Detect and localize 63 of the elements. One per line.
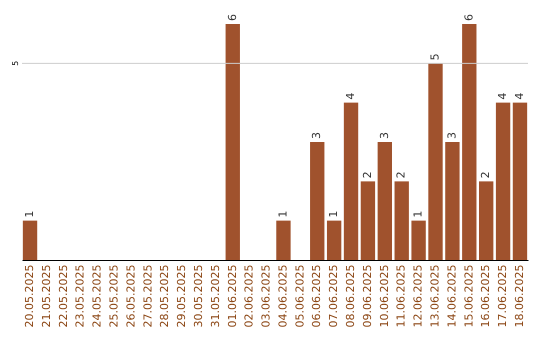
x-tick-label: 10.06.2025 — [378, 264, 391, 328]
x-tick-label: 12.06.2025 — [412, 264, 425, 328]
bar — [378, 142, 392, 260]
bar — [428, 63, 443, 260]
data-label: 1 — [23, 210, 36, 218]
x-tick-label: 05.06.2025 — [293, 264, 306, 328]
x-tick-label: 08.06.2025 — [344, 264, 358, 328]
bar — [310, 142, 324, 260]
x-tick-label: 04.06.2025 — [276, 264, 290, 328]
bar — [512, 102, 528, 260]
x-tick-label: 20.05.2025 — [23, 264, 36, 328]
bar — [326, 220, 342, 260]
x-tick-label: 29.05.2025 — [175, 264, 188, 328]
x-tick-label: 30.05.2025 — [192, 264, 205, 328]
data-label: 6 — [226, 14, 239, 21]
ref-line-label: 5 — [11, 60, 20, 66]
x-tick-label: 26.05.2025 — [124, 264, 138, 328]
bar — [276, 220, 291, 260]
data-label: 1 — [412, 210, 425, 218]
bar — [344, 102, 358, 260]
x-tick-label: 27.05.2025 — [141, 264, 154, 328]
x-tick-label: 13.06.2025 — [428, 264, 442, 328]
x-tick-label: 06.06.2025 — [310, 264, 324, 328]
bar — [22, 220, 38, 260]
bar — [479, 181, 494, 260]
x-tick-label: 03.06.2025 — [260, 264, 273, 328]
data-label: 4 — [512, 92, 526, 100]
x-tick-label: 18.06.2025 — [512, 264, 526, 328]
x-tick-label: 25.05.2025 — [108, 264, 120, 328]
x-tick-label: 02.06.2025 — [242, 264, 256, 328]
x-tick-label: 28.05.2025 — [158, 264, 172, 328]
bar — [445, 142, 460, 260]
data-label: 5 — [428, 53, 442, 60]
x-tick-label: 21.05.2025 — [40, 264, 53, 328]
x-tick-label: 24.05.2025 — [90, 264, 104, 328]
data-label: 1 — [276, 210, 290, 218]
data-label: 1 — [327, 210, 340, 218]
bar — [394, 181, 409, 260]
x-tick-label: 14.06.2025 — [445, 264, 458, 328]
x-tick-label: 23.05.2025 — [74, 264, 87, 328]
x-tick-label: 17.06.2025 — [496, 264, 510, 328]
x-tick-label: 31.05.2025 — [208, 264, 222, 328]
data-label: 2 — [360, 171, 374, 178]
data-label: 2 — [479, 171, 492, 178]
x-tick-label: 09.06.2025 — [360, 264, 374, 328]
data-label: 4 — [344, 92, 358, 100]
bar — [411, 220, 426, 260]
bar — [462, 24, 476, 260]
x-tick-label: 16.06.2025 — [479, 264, 492, 328]
data-label: 3 — [310, 132, 324, 139]
data-label: 2 — [394, 171, 408, 178]
data-label: 3 — [445, 132, 458, 139]
x-tick-label: 15.06.2025 — [462, 264, 476, 328]
bar — [360, 181, 376, 260]
data-label: 6 — [462, 14, 476, 21]
x-tick-label: 07.06.2025 — [327, 264, 340, 328]
x-tick-label: 01.06.2025 — [226, 264, 239, 328]
bar — [226, 24, 240, 260]
data-label: 4 — [496, 92, 510, 100]
data-label: 3 — [378, 132, 391, 139]
x-tick-label: 11.06.2025 — [394, 264, 408, 328]
x-tick-label: 22.05.2025 — [56, 264, 70, 328]
bar — [496, 102, 510, 260]
